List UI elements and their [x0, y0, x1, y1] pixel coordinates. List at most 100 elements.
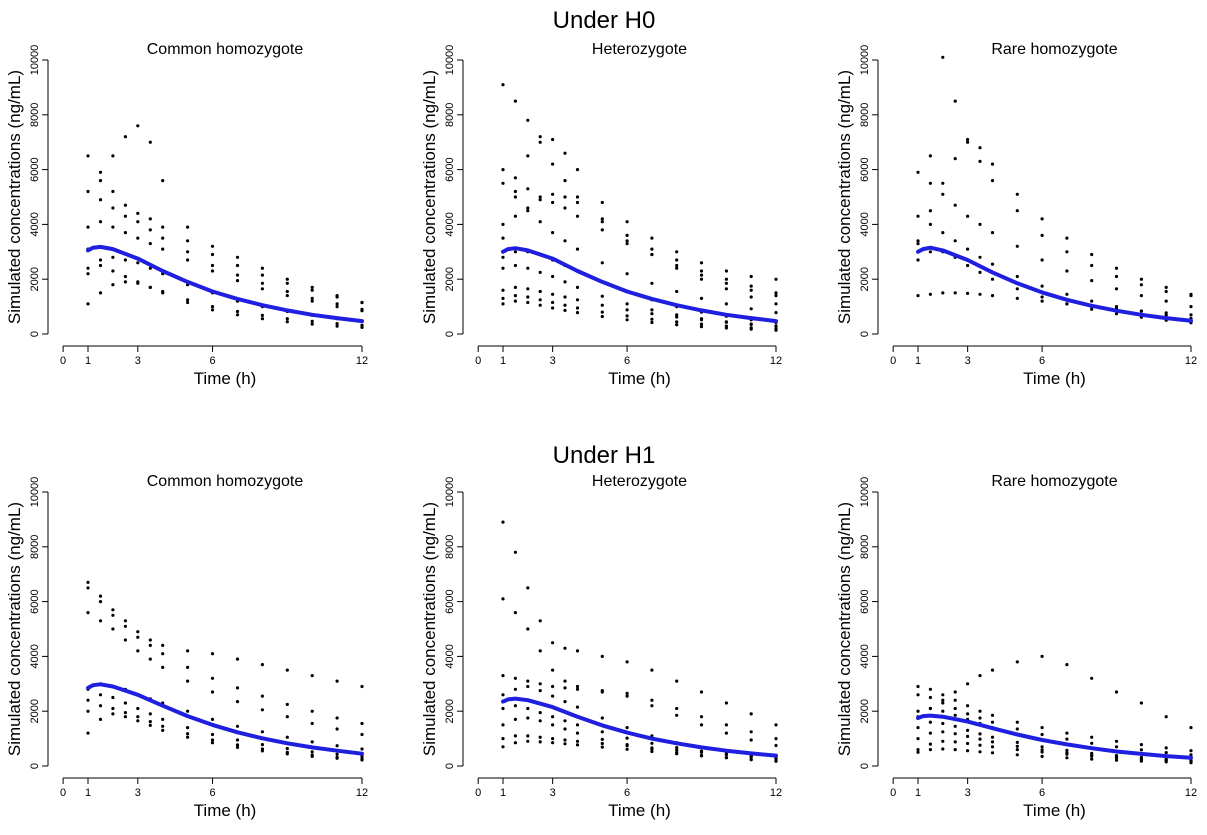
- panel-title: Heterozygote: [592, 41, 687, 58]
- data-point: [526, 154, 530, 158]
- data-point: [260, 266, 264, 270]
- data-point: [978, 159, 982, 163]
- data-point: [575, 731, 580, 735]
- data-point: [774, 291, 778, 295]
- data-point: [111, 613, 115, 617]
- data-point: [98, 258, 103, 262]
- x-tick-label: 3: [550, 787, 556, 799]
- data-point: [699, 690, 704, 694]
- data-point: [235, 313, 240, 317]
- data-point: [538, 298, 542, 302]
- data-point: [953, 698, 957, 702]
- data-point: [235, 279, 240, 283]
- panel-5: Heterozygote 0 1 3 6 12 Time (h) 0 2000 4000 6000 8…: [420, 473, 782, 820]
- data-point: [724, 723, 729, 727]
- data-point: [310, 319, 314, 323]
- data-point: [1015, 660, 1019, 664]
- x-axis-title: Time (h): [1023, 369, 1086, 388]
- data-point: [625, 660, 629, 664]
- panel-1: Common homozygote 0 1 3 6 12 Time (h) 0 2000 4000…: [5, 41, 368, 388]
- panel-title: Rare homozygote: [991, 473, 1117, 490]
- data-point: [1090, 735, 1094, 739]
- data-point: [335, 744, 339, 748]
- data-point: [978, 292, 982, 296]
- data-points: [86, 124, 364, 329]
- panel-3: Rare homozygote 0 1 3 6 12 Time (h) 0 2000 4000 60…: [835, 41, 1197, 388]
- data-point: [148, 140, 152, 144]
- data-point: [513, 611, 518, 615]
- data-point: [675, 748, 679, 752]
- data-point: [335, 324, 339, 328]
- data-point: [123, 715, 127, 719]
- data-point: [285, 317, 289, 321]
- data-point: [990, 745, 995, 749]
- data-point: [774, 759, 778, 763]
- y-tick-label: 8000: [859, 535, 871, 559]
- data-point: [360, 323, 364, 327]
- y-axis: 0 2000 4000 6000 8000 10000 Simulated concentr…: [835, 45, 879, 337]
- data-point: [501, 737, 505, 741]
- data-point: [526, 739, 530, 743]
- data-point: [699, 273, 704, 277]
- data-point: [650, 317, 654, 321]
- data-point: [774, 277, 778, 281]
- data-point: [724, 326, 729, 330]
- data-point: [990, 668, 995, 672]
- data-point: [575, 200, 580, 205]
- data-point: [360, 684, 364, 689]
- data-point: [699, 325, 704, 329]
- data-point: [513, 717, 518, 722]
- data-point: [360, 747, 364, 751]
- data-point: [148, 285, 152, 289]
- data-point: [724, 302, 729, 306]
- data-point: [260, 317, 264, 321]
- y-axis-title: Simulated concentrations (ng/mL): [420, 70, 439, 324]
- data-point: [551, 200, 555, 205]
- data-point: [186, 300, 190, 305]
- data-point: [210, 717, 215, 722]
- data-point: [1139, 277, 1143, 281]
- data-point: [123, 280, 127, 284]
- data-point: [1065, 236, 1069, 240]
- y-tick-label: 2000: [859, 699, 871, 723]
- data-point: [1065, 748, 1069, 753]
- data-point: [260, 663, 264, 667]
- data-point: [774, 311, 778, 315]
- data-point: [774, 324, 778, 328]
- data-point: [941, 693, 945, 697]
- mean-curve: [86, 244, 364, 324]
- data-point: [123, 135, 127, 139]
- data-point: [966, 140, 970, 144]
- data-point: [1040, 654, 1044, 659]
- data-point: [148, 712, 152, 716]
- data-point: [513, 195, 518, 199]
- data-point: [551, 737, 555, 741]
- x-tick-label: 6: [1039, 787, 1045, 799]
- data-point: [513, 734, 518, 738]
- x-tick-label: 6: [209, 787, 215, 799]
- data-point: [538, 735, 542, 739]
- data-point: [600, 261, 604, 265]
- y-tick-label: 10000: [859, 477, 871, 508]
- data-point: [928, 209, 933, 213]
- data-point: [774, 743, 778, 748]
- data-point: [513, 294, 518, 298]
- y-tick-label: 8000: [29, 103, 41, 127]
- data-point: [86, 272, 90, 276]
- data-point: [526, 266, 530, 270]
- data-point: [650, 704, 654, 708]
- data-point: [600, 730, 604, 734]
- data-point: [941, 181, 945, 185]
- data-point: [990, 277, 995, 281]
- data-point: [563, 303, 567, 307]
- data-point: [625, 747, 629, 751]
- data-point: [86, 580, 90, 585]
- data-point: [310, 709, 314, 713]
- mean-curve: [501, 696, 778, 758]
- data-point: [699, 296, 704, 300]
- panel-6: Rare homozygote 0 1 3 6 12 Time (h) 0 2000 4000 60…: [835, 473, 1197, 820]
- data-point: [1139, 743, 1143, 747]
- data-point: [1090, 299, 1094, 303]
- data-point: [941, 739, 945, 743]
- data-point: [916, 737, 920, 741]
